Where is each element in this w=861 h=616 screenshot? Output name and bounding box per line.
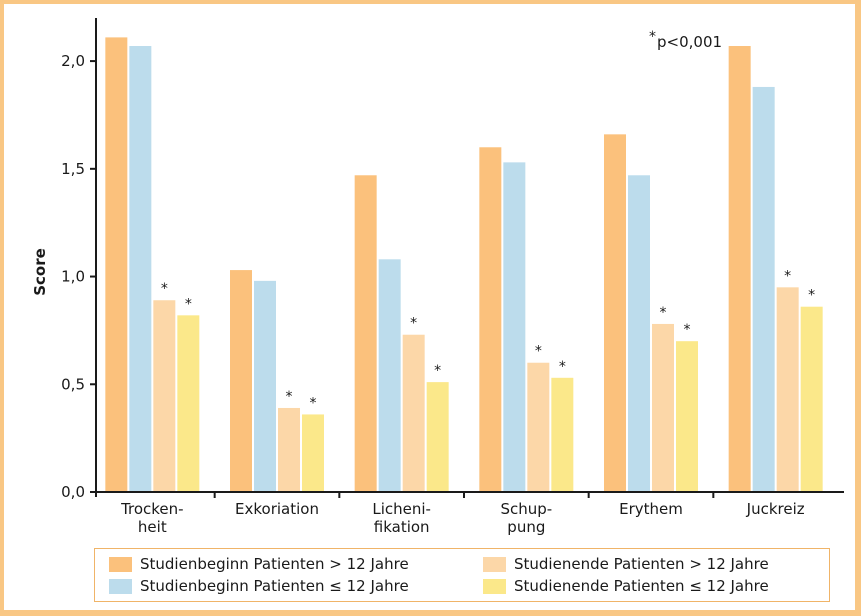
annotation-marker: * [649,29,656,45]
legend-label: Studienbeginn Patienten ≤ 12 Jahre [140,577,409,595]
bar-4-3 [426,382,449,492]
bar-2-5 [628,175,650,493]
significance-star: * [660,305,667,321]
legend-label: Studienbeginn Patienten > 12 Jahre [140,555,409,573]
bar-4-2 [302,414,324,492]
bar-4-5 [676,341,698,492]
bar-1-2 [230,270,252,492]
significance-star: * [161,281,168,297]
bar-4-4 [551,377,574,492]
bar-1-3 [354,175,377,493]
legend-swatch [483,556,506,572]
y-tick-label: 0,5 [61,375,85,393]
bar-3-2 [278,407,300,492]
legend-swatch [109,578,132,594]
bar-chart: * * * * * * * * * * * * Trocken-heit Exkoriation Lich… [31,18,844,536]
significance-star: * [535,344,542,360]
significance-star: * [185,296,192,312]
bar-2-4 [503,162,526,492]
bars-layer [105,37,823,493]
x-tick-label: Schup-pung [500,500,552,536]
bar-2-1 [129,46,152,492]
bar-3-5 [652,323,674,492]
y-tick-label: 0,0 [61,483,85,501]
bar-1-4 [479,147,502,493]
significance-star: * [434,363,441,379]
significance-star: * [559,359,566,375]
bar-2-6 [752,86,775,492]
significance-star: * [310,395,317,411]
legend-item-1: Studienbeginn Patienten > 12 Jahre [109,553,409,575]
significance-star: * [410,316,417,332]
legend-item-4: Studienende Patienten ≤ 12 Jahre [483,575,769,597]
bar-1-5 [604,134,626,492]
annotation-text: p<0,001 [657,33,722,51]
legend-label: Studienende Patienten > 12 Jahre [514,555,769,573]
bar-3-6 [776,287,799,492]
bar-1-6 [728,46,751,492]
chart-frame: * * * * * * * * * * * * Trocken-heit Exkoriation Lich… [4,4,855,610]
bar-4-1 [177,315,200,492]
legend-swatch [109,556,132,572]
significance-star: * [808,288,815,304]
y-tick-label: 2,0 [61,52,85,70]
x-tick-label: Juckreiz [746,500,805,518]
bar-2-3 [378,259,401,492]
legend: Studienbeginn Patienten > 12 Jahre Studie… [94,548,830,602]
bar-2-2 [254,280,276,492]
x-tick-label: Erythem [619,500,683,518]
bar-3-4 [527,362,550,492]
y-tick-label: 1,5 [61,160,85,178]
y-axis-title: Score [31,248,49,296]
significance-layer: * * * * * * * * * * * * [161,268,815,411]
x-tick-label: Exkoriation [235,500,319,518]
bar-3-3 [402,334,425,492]
bar-3-1 [153,300,176,492]
legend-label: Studienende Patienten ≤ 12 Jahre [514,577,769,595]
y-tick-label: 1,0 [61,268,85,286]
bar-4-6 [800,306,823,492]
significance-star: * [684,322,691,338]
bar-1-1 [105,37,128,493]
legend-item-3: Studienende Patienten > 12 Jahre [483,553,769,575]
x-tick-label: Trocken-heit [120,500,184,536]
significance-star: * [286,389,293,405]
axes-layer: Trocken-heit Exkoriation Licheni-fikation S… [61,18,844,536]
legend-swatch [483,578,506,594]
legend-item-2: Studienbeginn Patienten ≤ 12 Jahre [109,575,409,597]
x-tick-label: Licheni-fikation [372,500,431,536]
significance-star: * [784,268,791,284]
significance-annotation: * p<0,001 [649,29,722,51]
